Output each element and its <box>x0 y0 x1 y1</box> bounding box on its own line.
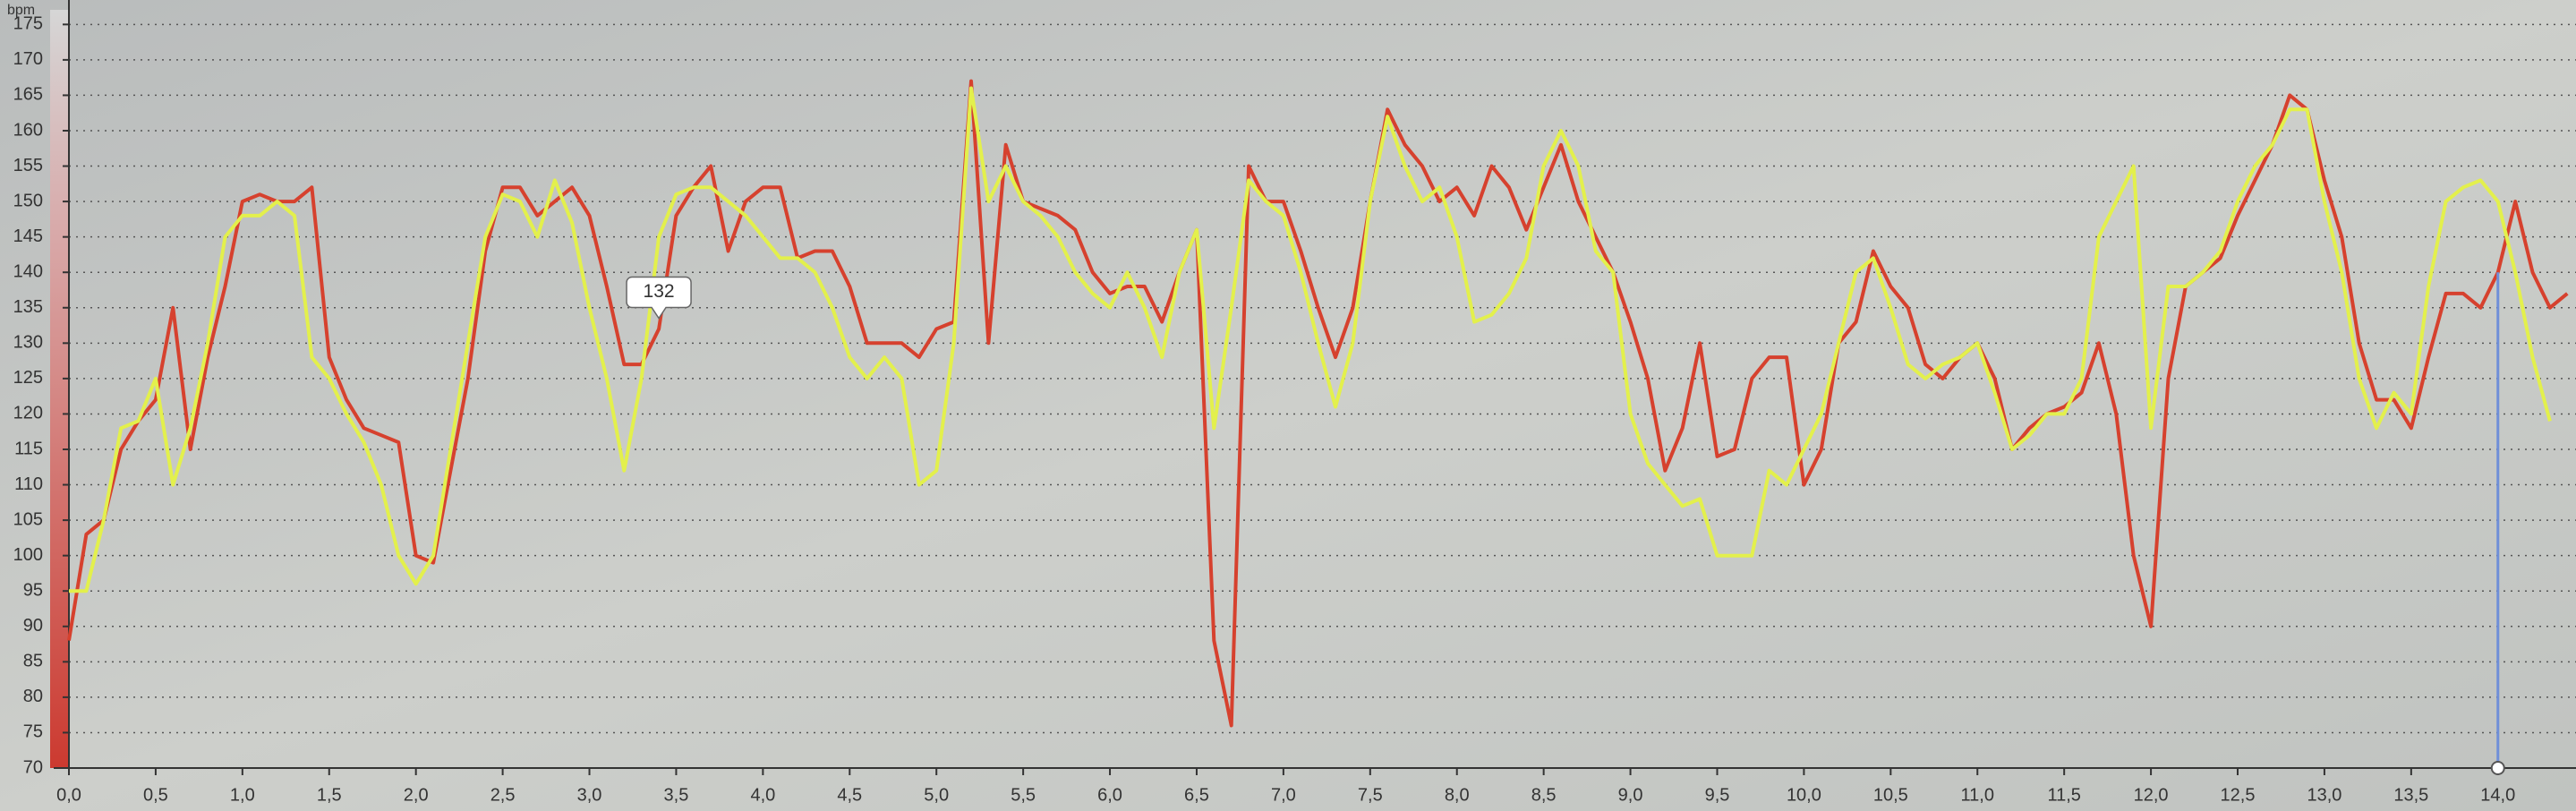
x-tick-label: 1,5 <box>317 785 342 805</box>
x-tick-label: 10,5 <box>1873 785 1908 805</box>
x-tick-label: 9,0 <box>1618 785 1643 805</box>
series-line <box>67 79 2569 728</box>
x-tick-label: 6,0 <box>1097 785 1122 805</box>
y-tick-label: 140 <box>13 261 43 281</box>
y-tick-label: 165 <box>13 85 43 105</box>
x-tick-label: 0,0 <box>56 785 81 805</box>
y-tick-label: 135 <box>13 297 43 317</box>
y-tick-label: 145 <box>13 226 43 246</box>
y-axis-label: bpm <box>7 3 35 18</box>
x-tick-label: 4,0 <box>750 785 775 805</box>
y-tick-label: 155 <box>13 156 43 175</box>
y-tick-label: 125 <box>13 368 43 388</box>
x-tick-label: 10,0 <box>1787 785 1821 805</box>
y-tick-label: 85 <box>23 652 43 671</box>
x-tick-label: 1,0 <box>230 785 255 805</box>
y-tick-label: 70 <box>23 757 43 777</box>
y-tick-label: 105 <box>13 509 43 529</box>
y-tick-label: 75 <box>23 722 43 742</box>
x-tick-label: 7,5 <box>1358 785 1383 805</box>
x-tick-label: 5,0 <box>924 785 949 805</box>
x-tick-label: 8,0 <box>1445 785 1470 805</box>
y-tick-label: 170 <box>13 49 43 69</box>
y-tick-label: 130 <box>13 333 43 353</box>
x-tick-label: 2,0 <box>404 785 429 805</box>
cursor-handle[interactable] <box>2490 761 2505 775</box>
x-tick-label: 13,5 <box>2393 785 2428 805</box>
y-tick-label: 90 <box>23 616 43 636</box>
x-tick-label: 8,5 <box>1531 785 1557 805</box>
x-tick-label: 14,0 <box>2480 785 2515 805</box>
x-tick-label: 7,0 <box>1271 785 1296 805</box>
x-tick-label: 12,5 <box>2221 785 2256 805</box>
x-tick-label: 2,5 <box>490 785 516 805</box>
y-tick-label: 80 <box>23 687 43 706</box>
y-tick-label: 150 <box>13 191 43 210</box>
x-tick-label: 12,0 <box>2134 785 2169 805</box>
tooltip-box <box>626 276 692 320</box>
x-tick-label: 4,5 <box>837 785 862 805</box>
x-tick-label: 11,5 <box>2047 785 2080 805</box>
series-line <box>69 86 2552 593</box>
x-tick-label: 13,0 <box>2307 785 2341 805</box>
y-tick-label: 120 <box>13 404 43 423</box>
x-tick-label: 3,0 <box>577 785 602 805</box>
y-tick-label: 115 <box>14 439 43 458</box>
x-tick-label: 11,0 <box>1961 785 1994 805</box>
y-tick-label: 100 <box>13 545 43 565</box>
x-tick-label: 9,5 <box>1705 785 1730 805</box>
x-tick-label: 5,5 <box>1011 785 1036 805</box>
x-tick-label: 6,5 <box>1184 785 1209 805</box>
y-tick-label: 160 <box>13 120 43 140</box>
y-tick-label: 175 <box>13 14 43 34</box>
x-tick-label: 3,5 <box>664 785 689 805</box>
y-tick-label: 95 <box>23 581 43 601</box>
zone-strip <box>50 10 68 768</box>
x-tick-label: 0,5 <box>143 785 168 805</box>
y-tick-label: 110 <box>14 474 43 494</box>
tooltip-label: 132 <box>644 281 675 302</box>
